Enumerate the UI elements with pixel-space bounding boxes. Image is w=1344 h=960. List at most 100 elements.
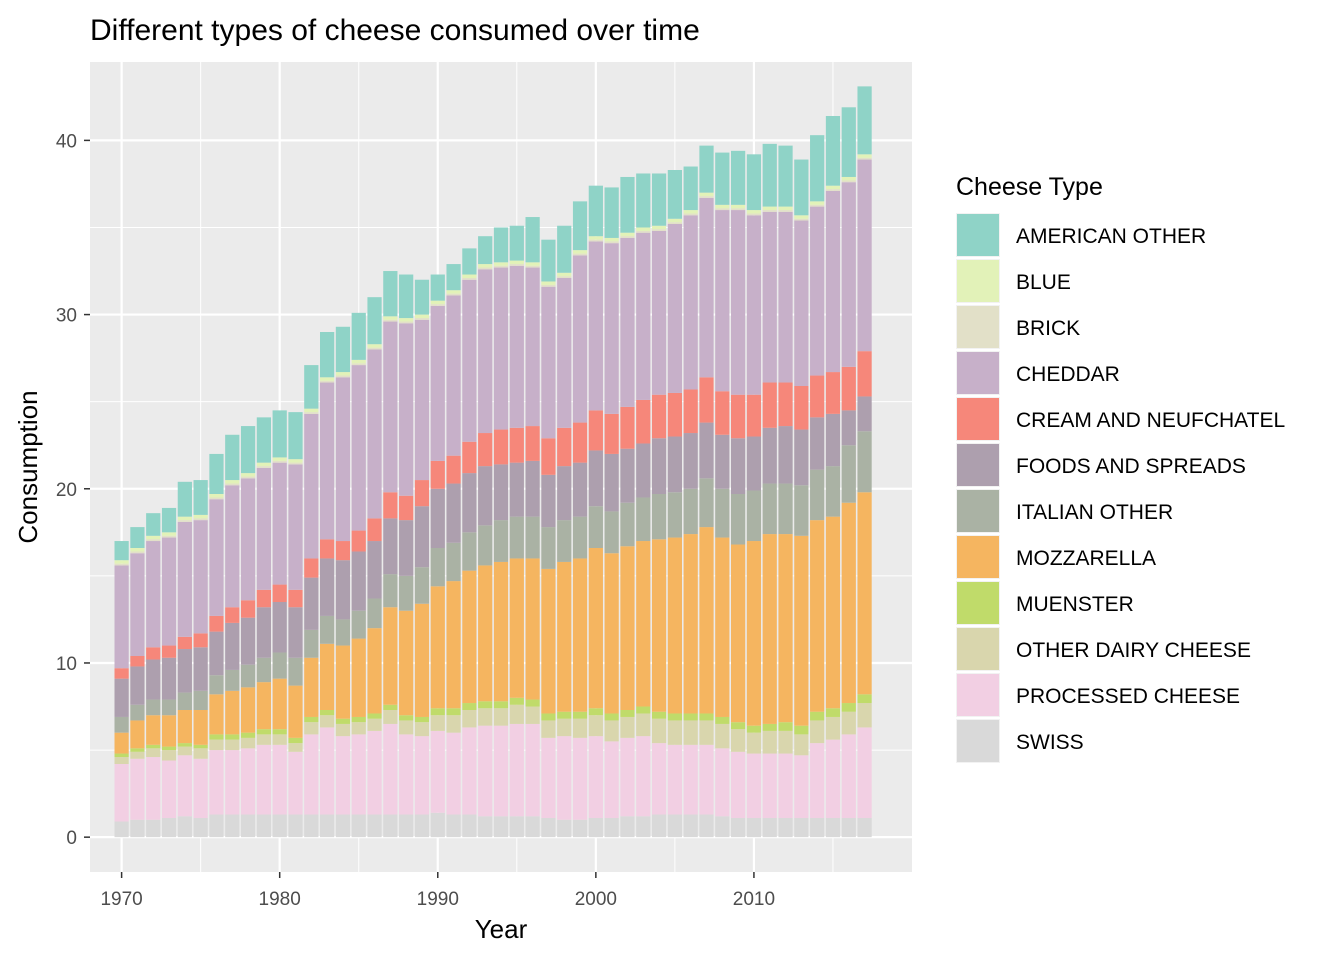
bar-segment-muenster	[493, 701, 509, 709]
bar-segment-foods-and-spreads	[778, 426, 793, 484]
bar-segment-cream-and-neufchatel	[367, 518, 382, 542]
bar-segment-american-other	[857, 86, 872, 155]
bar-segment-swiss	[446, 814, 461, 838]
bar-segment-muenster	[414, 716, 430, 723]
bar-segment-brick	[462, 278, 477, 280]
bar-segment-foods-and-spreads	[272, 602, 287, 653]
bar-segment-processed-cheese	[715, 748, 730, 817]
bar-segment-cream-and-neufchatel	[114, 668, 129, 679]
bar-segment-mozzarella	[462, 570, 477, 704]
bar-segment-mozzarella	[114, 732, 129, 754]
bar-segment-cream-and-neufchatel	[825, 372, 841, 414]
bar-segment-other-dairy-cheese	[193, 748, 208, 759]
bar-segment-italian-other	[493, 520, 509, 562]
bar-segment-american-other	[146, 513, 161, 536]
bar-segment-other-dairy-cheese	[414, 722, 430, 737]
bar-segment-swiss	[557, 819, 572, 838]
bar-segment-swiss	[288, 814, 303, 838]
bar-segment-brick	[762, 210, 777, 212]
bar-segment-processed-cheese	[351, 734, 366, 815]
legend-swatch	[957, 214, 999, 256]
bar-segment-brick	[825, 189, 841, 191]
bar-segment-american-other	[335, 326, 351, 373]
bar-segment-cream-and-neufchatel	[209, 615, 224, 632]
bar-segment-muenster	[810, 711, 825, 721]
bar-segment-italian-other	[588, 506, 603, 548]
bar-segment-foods-and-spreads	[446, 483, 461, 543]
bar-segment-foods-and-spreads	[699, 422, 714, 479]
bar-segment-processed-cheese	[430, 730, 445, 813]
bar-segment-blue	[383, 316, 398, 320]
bar-segment-processed-cheese	[304, 734, 319, 815]
y-tick-label: 30	[56, 306, 77, 327]
bar-segment-muenster	[731, 722, 746, 730]
bar-segment-swiss	[351, 814, 366, 838]
bar-segment-american-other	[320, 332, 335, 378]
bar-segment-brick	[288, 462, 303, 465]
bar-segment-cheddar	[446, 295, 461, 456]
bar-segment-muenster	[857, 694, 872, 704]
bar-segment-cheddar	[430, 305, 445, 461]
bar-segment-blue	[825, 185, 841, 190]
bar-segment-muenster	[146, 744, 161, 749]
bar-segment-swiss	[335, 814, 351, 838]
bar-segment-swiss	[320, 814, 335, 838]
bar-segment-mozzarella	[288, 685, 303, 738]
legend-title: Cheese Type	[956, 173, 1103, 201]
bar-segment-processed-cheese	[446, 732, 461, 815]
bar-segment-blue	[462, 274, 477, 278]
bar-segment-cream-and-neufchatel	[430, 460, 445, 489]
bar-segment-processed-cheese	[762, 753, 777, 818]
bar-segment-american-other	[794, 159, 809, 216]
bar-segment-other-dairy-cheese	[715, 723, 730, 749]
legend-label: PROCESSED CHEESE	[1016, 685, 1240, 708]
bar-segment-italian-other	[288, 657, 303, 686]
bar-segment-mozzarella	[193, 710, 208, 745]
bar-segment-brick	[225, 483, 240, 486]
bar-segment-swiss	[399, 814, 414, 838]
bar-segment-foods-and-spreads	[588, 450, 603, 507]
bar-segment-cheddar	[541, 286, 556, 439]
bar-segment-processed-cheese	[651, 743, 667, 815]
bar-segment-other-dairy-cheese	[588, 715, 603, 737]
y-tick-label: 20	[56, 480, 77, 501]
bar-segment-foods-and-spreads	[462, 473, 477, 533]
bar-segment-blue	[588, 236, 603, 240]
bar-segment-american-other	[636, 173, 651, 228]
bar-segment-mozzarella	[762, 534, 777, 724]
bar-segment-processed-cheese	[288, 751, 303, 815]
bar-segment-brick	[304, 412, 319, 414]
bar-segment-brick	[335, 375, 351, 378]
bar-segment-mozzarella	[731, 544, 746, 723]
bar-segment-cheddar	[367, 349, 382, 519]
bar-segment-foods-and-spreads	[209, 631, 224, 676]
bar-segment-other-dairy-cheese	[446, 715, 461, 733]
bar-segment-swiss	[367, 814, 382, 838]
bar-segment-mozzarella	[825, 516, 841, 709]
bar-segment-italian-other	[746, 490, 762, 542]
bar-segment-american-other	[414, 279, 430, 315]
bar-segment-other-dairy-cheese	[114, 757, 129, 764]
bar-segment-swiss	[509, 816, 524, 838]
bar-segment-cheddar	[841, 182, 856, 367]
bar-segment-cheddar	[588, 241, 603, 411]
bar-segment-processed-cheese	[778, 753, 793, 818]
bar-segment-foods-and-spreads	[288, 607, 303, 658]
bar-segment-american-other	[541, 239, 556, 282]
bar-segment-cream-and-neufchatel	[541, 438, 556, 475]
bar-segment-italian-other	[304, 629, 319, 658]
bar-segment-cheddar	[794, 220, 809, 386]
bar-segment-brick	[667, 222, 682, 224]
bar-segment-other-dairy-cheese	[288, 743, 303, 752]
bar-segment-italian-other	[509, 516, 524, 559]
bar-segment-cheddar	[746, 215, 762, 395]
bar-segment-muenster	[383, 704, 398, 710]
bar-segment-cream-and-neufchatel	[256, 589, 271, 608]
bar-segment-other-dairy-cheese	[825, 716, 841, 740]
bar-segment-muenster	[114, 753, 129, 758]
bar-segment-brick	[683, 213, 698, 216]
bar-segment-cream-and-neufchatel	[130, 656, 145, 667]
bar-segment-other-dairy-cheese	[778, 730, 793, 754]
bar-segment-cheddar	[114, 565, 129, 669]
bar-segment-brick	[383, 319, 398, 322]
